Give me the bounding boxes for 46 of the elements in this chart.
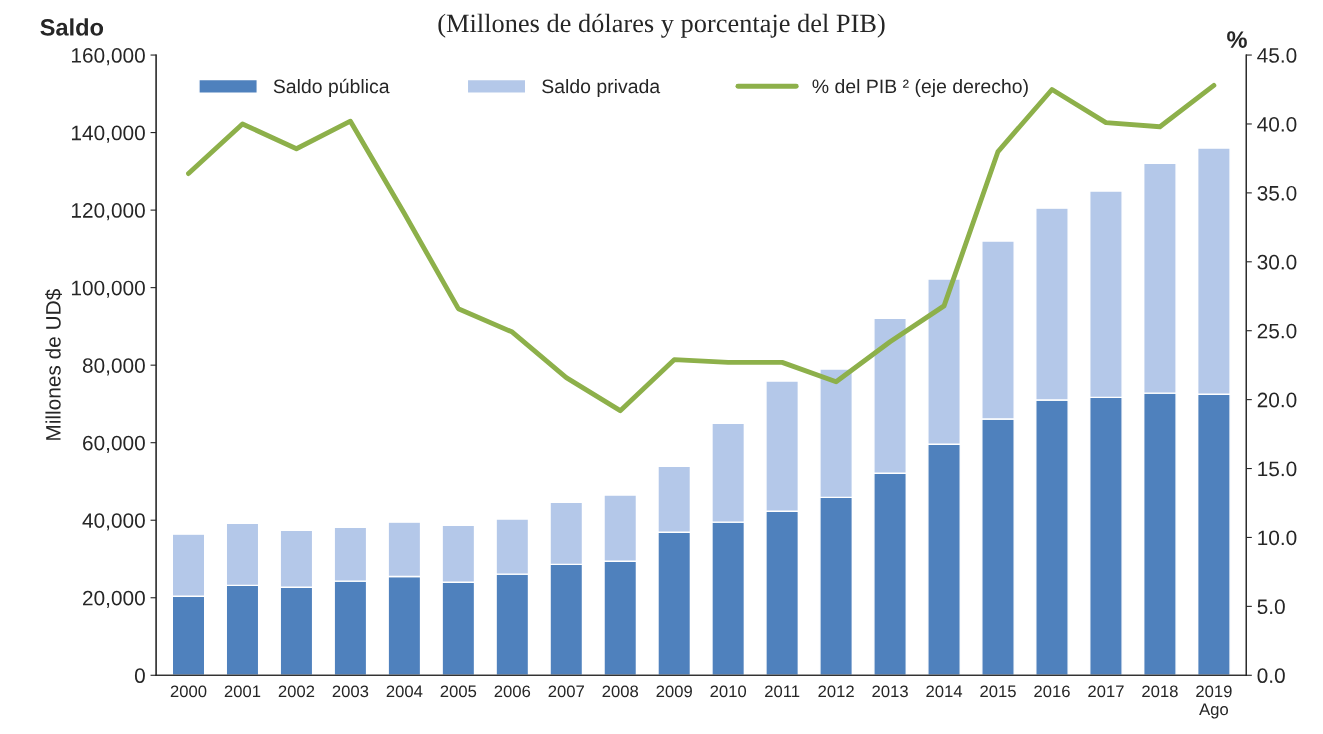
x-tick-label: 2014: [926, 685, 963, 698]
y2-tick-label: 25.0: [1257, 323, 1297, 339]
x-tick-label: 2010: [710, 685, 747, 698]
y2-tick-label: 5.0: [1257, 599, 1285, 615]
x-tick-label: 2003: [332, 685, 369, 698]
y-tick-label: 100,000: [71, 280, 145, 298]
y2-tick-label: 20.0: [1257, 392, 1297, 408]
y-tick-label: 0: [134, 668, 145, 684]
y-tick-label: 40,000: [82, 513, 145, 531]
x-tick-label: 2013: [872, 685, 908, 698]
x-tick-label: 2016: [1034, 685, 1070, 698]
y-tick-label: 60,000: [83, 435, 145, 453]
x-tick-label: 2012: [818, 685, 854, 698]
x-tick-label: 2015: [980, 685, 1016, 698]
y2-tick-label: 45.0: [1257, 48, 1297, 63]
legend-label: % del PIB ² (eje derecho): [812, 78, 1028, 98]
y2-tick-label: 0.0: [1257, 668, 1285, 684]
x-tick-label: 2000: [170, 685, 207, 698]
x-tick-label: 2002: [278, 685, 315, 698]
y2-tick-label: 10.0: [1258, 530, 1297, 546]
legend-label: Saldo privada: [542, 78, 661, 98]
y-axis-title: Millones de UD$: [45, 289, 62, 440]
y-tick-label: 160,000: [71, 48, 145, 66]
y2-tick-label: 40.0: [1257, 116, 1297, 132]
y-tick-label: 140,000: [71, 125, 145, 143]
x-tick-label: 2011: [765, 685, 800, 698]
y2-axis-title: %: [1227, 31, 1247, 48]
y2-tick-label: 30.0: [1257, 254, 1297, 270]
x-tick-label: 2004: [386, 685, 423, 698]
x-tick-label: 2001: [224, 685, 261, 698]
y-tick-label: 80,000: [82, 358, 145, 376]
y-tick-label: 20,000: [83, 590, 145, 608]
y2-tick-label: 15.0: [1258, 461, 1297, 477]
chart-title: (Millones de dólares y porcentaje del PIB): [438, 13, 885, 38]
x-tick-label: 2017: [1088, 685, 1124, 698]
y-tick-label: 120,000: [71, 203, 145, 221]
x-tick-label: 2007: [548, 685, 584, 698]
x-tick-label: 2006: [494, 685, 531, 698]
x-tick-label: 2008: [602, 685, 639, 698]
x-tick-label: 2009: [656, 685, 692, 698]
y2-tick-label: 35.0: [1257, 185, 1297, 201]
x-tick-label: 2018: [1142, 685, 1178, 698]
x-tick-label: 2019 Ago: [1196, 685, 1232, 719]
text: Saldo: [40, 18, 104, 36]
legend-label: Saldo pública: [273, 78, 390, 98]
x-tick-label: 2005: [440, 685, 477, 698]
